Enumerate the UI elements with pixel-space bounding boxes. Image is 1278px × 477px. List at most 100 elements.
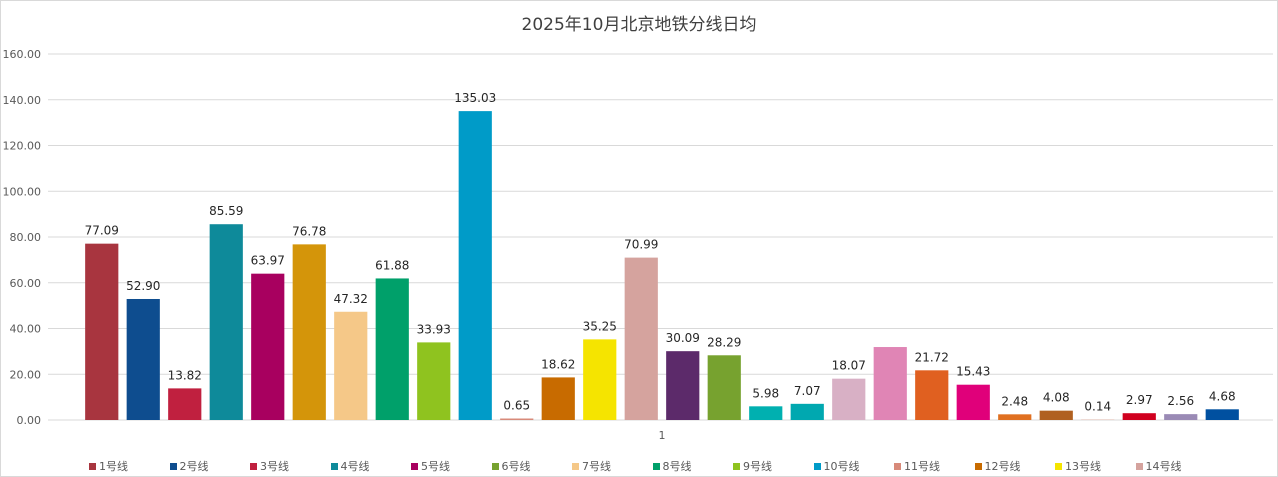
legend-item: 13号线 bbox=[1055, 458, 1101, 474]
bar bbox=[832, 378, 866, 420]
legend-label: 10号线 bbox=[823, 460, 860, 473]
bar bbox=[707, 355, 741, 420]
legend-label: 4号线 bbox=[340, 460, 370, 473]
legend-label: 7号线 bbox=[582, 460, 611, 473]
data-label: 13.82 bbox=[168, 368, 202, 382]
bar bbox=[1205, 409, 1239, 420]
bar bbox=[956, 384, 990, 420]
bar bbox=[375, 278, 409, 420]
bar bbox=[666, 351, 700, 420]
legend-item: 11号线 bbox=[894, 458, 940, 474]
y-tick-label: 40.00 bbox=[10, 323, 42, 336]
data-label: 135.03 bbox=[454, 91, 496, 105]
legend-item: 6号线 bbox=[491, 458, 531, 474]
legend-swatch bbox=[572, 462, 579, 470]
bar bbox=[915, 370, 949, 420]
legend-item: 10号线 bbox=[813, 458, 860, 474]
bar bbox=[998, 414, 1032, 420]
bar bbox=[583, 339, 617, 420]
legend-swatch bbox=[330, 462, 338, 470]
legend-swatch bbox=[733, 462, 740, 470]
bar bbox=[624, 257, 658, 420]
legend-label: 13号线 bbox=[1065, 460, 1101, 473]
y-tick-label: 120.00 bbox=[3, 140, 42, 153]
data-label: 30.09 bbox=[666, 331, 700, 345]
bar bbox=[251, 273, 285, 420]
data-label: 4.68 bbox=[1209, 389, 1236, 403]
legend-swatch bbox=[89, 462, 96, 470]
bar bbox=[873, 347, 907, 420]
data-label: 35.25 bbox=[583, 319, 617, 333]
legend-label: 11号线 bbox=[904, 460, 940, 473]
bar bbox=[292, 244, 326, 420]
y-tick-label: 140.00 bbox=[3, 94, 42, 107]
legend-item: 3号线 bbox=[250, 458, 289, 474]
bar bbox=[1039, 410, 1073, 420]
legend-swatch bbox=[411, 462, 418, 470]
legend-label: 8号线 bbox=[662, 460, 692, 473]
data-label: 76.78 bbox=[292, 224, 326, 238]
data-label: 2.56 bbox=[1167, 394, 1194, 408]
data-label: 4.08 bbox=[1043, 391, 1070, 405]
legend-swatch bbox=[1055, 462, 1062, 470]
legend-label: 14号线 bbox=[1145, 460, 1182, 473]
data-label: 85.59 bbox=[209, 204, 243, 218]
legend-item: 7号线 bbox=[572, 458, 611, 474]
data-label: 18.62 bbox=[541, 357, 575, 371]
legend-item: 5号线 bbox=[411, 458, 450, 474]
data-label: 33.93 bbox=[417, 322, 451, 336]
data-label: 18.07 bbox=[832, 359, 866, 373]
y-tick-label: 20.00 bbox=[10, 368, 42, 381]
legend-swatch bbox=[974, 462, 982, 470]
legend-label: 9号线 bbox=[743, 460, 772, 473]
legend-swatch bbox=[894, 462, 901, 470]
bar bbox=[790, 403, 824, 420]
bar bbox=[168, 388, 202, 420]
y-tick-label: 60.00 bbox=[10, 277, 42, 290]
legend-swatch bbox=[652, 462, 660, 470]
legend-swatch bbox=[1135, 462, 1143, 470]
legend-swatch bbox=[491, 462, 499, 470]
legend-label: 6号线 bbox=[501, 460, 531, 473]
legend-swatch bbox=[813, 462, 821, 470]
legend-label: 2号线 bbox=[179, 460, 209, 473]
chart-title: 2025年10月北京地铁分线日均 bbox=[521, 15, 757, 35]
data-label: 21.72 bbox=[915, 350, 949, 364]
legend-item: 4号线 bbox=[330, 458, 370, 474]
bar bbox=[126, 298, 160, 420]
y-tick-label: 100.00 bbox=[3, 185, 42, 198]
data-label: 63.97 bbox=[251, 254, 285, 268]
data-label: 47.32 bbox=[334, 292, 368, 306]
bar bbox=[541, 377, 575, 420]
bar bbox=[85, 243, 119, 420]
bar bbox=[334, 311, 368, 420]
legend-label: 3号线 bbox=[260, 460, 289, 473]
data-label: 5.98 bbox=[752, 386, 779, 400]
legend-label: 1号线 bbox=[99, 460, 128, 473]
legend-swatch bbox=[169, 462, 177, 470]
y-tick-label: 0.00 bbox=[17, 414, 42, 427]
data-label: 0.14 bbox=[1084, 400, 1111, 414]
data-label: 61.88 bbox=[375, 258, 409, 272]
legend-item: 8号线 bbox=[652, 458, 692, 474]
data-label: 70.99 bbox=[624, 238, 658, 252]
legend-label: 5号线 bbox=[421, 460, 450, 473]
data-label: 15.43 bbox=[956, 365, 990, 379]
data-label: 7.07 bbox=[794, 384, 821, 398]
bar bbox=[1122, 413, 1156, 420]
y-tick-label: 160.00 bbox=[3, 48, 42, 61]
bar bbox=[749, 406, 783, 420]
bar bbox=[1164, 414, 1198, 420]
legend-item: 12号线 bbox=[974, 458, 1021, 474]
y-tick-label: 80.00 bbox=[10, 231, 42, 244]
legend-item: 1号线 bbox=[89, 458, 128, 474]
legend-item: 9号线 bbox=[733, 458, 772, 474]
bar bbox=[209, 224, 243, 420]
data-label: 28.29 bbox=[707, 335, 741, 349]
legend-label: 12号线 bbox=[984, 460, 1021, 473]
legend-item: 14号线 bbox=[1135, 458, 1182, 474]
legend-item: 2号线 bbox=[169, 458, 209, 474]
legend-swatch bbox=[250, 462, 257, 470]
